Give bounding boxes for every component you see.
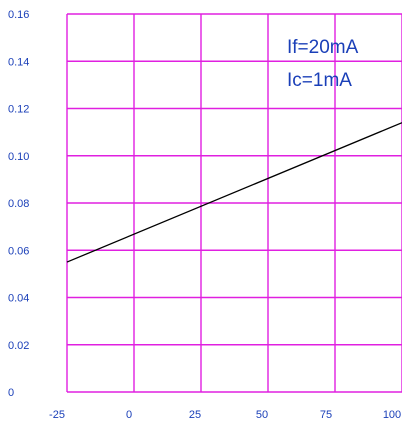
annotation-ic: Ic=1mA [287, 70, 352, 91]
y-tick-label: 0.04 [8, 293, 29, 305]
y-tick-label: 0.14 [8, 56, 29, 68]
x-tick-label: 25 [189, 409, 201, 421]
y-tick-label: 0.06 [8, 245, 29, 257]
y-tick-label: 0.10 [8, 151, 29, 163]
x-tick-label: 0 [126, 409, 132, 421]
x-tick-label: 50 [256, 409, 268, 421]
y-tick-label: 0.16 [8, 9, 29, 21]
y-axis-ticks: 0 0.02 0.04 0.06 0.08 0.10 0.12 0.14 0.16 [8, 9, 29, 399]
x-tick-label: 100 [383, 409, 401, 421]
annotations: If=20mA Ic=1mA [287, 37, 359, 91]
x-tick-label: -25 [49, 409, 65, 421]
y-tick-label: 0.12 [8, 104, 29, 116]
x-axis-ticks: -25 0 25 50 75 100 [49, 409, 401, 421]
y-tick-label: 0.02 [8, 340, 29, 352]
y-tick-label: 0 [8, 387, 14, 399]
grid [66, 13, 402, 393]
x-tick-label: 75 [320, 409, 332, 421]
y-tick-label: 0.08 [8, 198, 29, 210]
series [66, 122, 402, 263]
annotation-if: If=20mA [287, 37, 359, 58]
series-line [66, 122, 402, 263]
